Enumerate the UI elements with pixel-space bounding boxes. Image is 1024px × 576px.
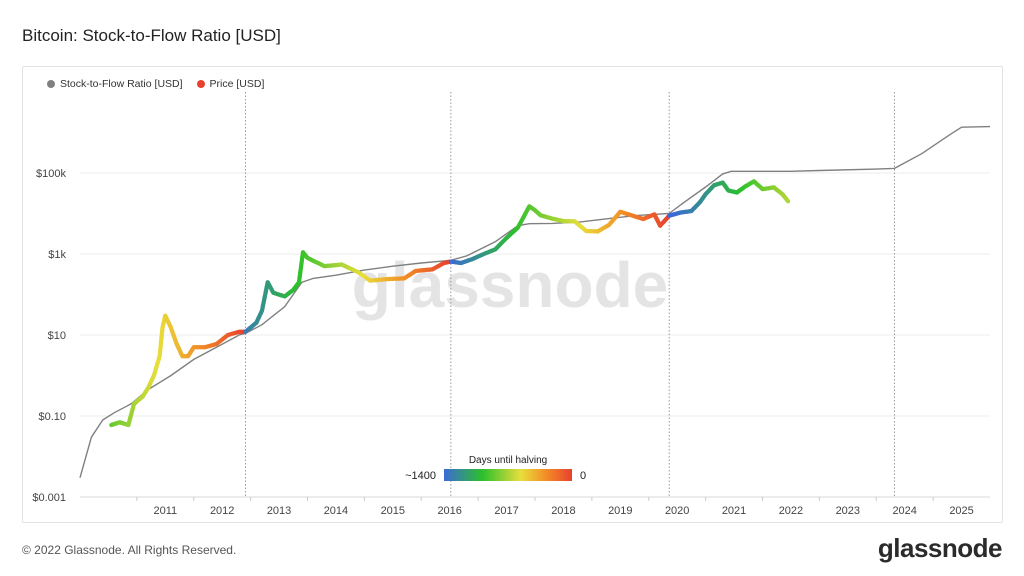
x-tick-label: 2016 bbox=[437, 505, 461, 517]
colorbar-left-label: ~1400 bbox=[405, 470, 436, 482]
stock-to-flow-line bbox=[79, 125, 991, 478]
colorbar-gradient bbox=[444, 469, 572, 481]
legend-item-price[interactable]: Price [USD] bbox=[196, 78, 265, 90]
legend-item-sf[interactable]: Stock-to-Flow Ratio [USD] bbox=[47, 78, 183, 90]
footer-copyright: © 2022 Glassnode. All Rights Reserved. bbox=[22, 543, 237, 557]
colorbar-title: Days until halving bbox=[469, 455, 547, 466]
x-tick-label: 2014 bbox=[324, 505, 348, 517]
footer-logo[interactable]: glassnode bbox=[877, 533, 1003, 563]
x-tick-label: 2019 bbox=[608, 505, 632, 517]
y-tick-label: $100k bbox=[36, 168, 66, 180]
y-tick-label: $0.001 bbox=[32, 492, 66, 504]
x-tick-label: 2017 bbox=[494, 505, 518, 517]
page-title: Bitcoin: Stock-to-Flow Ratio [USD] bbox=[22, 26, 281, 45]
x-tick-label: 2012 bbox=[210, 505, 234, 517]
chart-legend: Stock-to-Flow Ratio [USD] Price [USD] bbox=[47, 78, 264, 90]
x-tick-label: 2013 bbox=[267, 505, 291, 517]
legend-price-dot bbox=[196, 80, 205, 88]
x-tick-label: 2011 bbox=[153, 505, 177, 517]
legend-sf-label: Stock-to-Flow Ratio [USD] bbox=[60, 78, 183, 90]
legend-sf-dot bbox=[47, 80, 55, 88]
x-tick-label: 2023 bbox=[836, 505, 860, 517]
x-tick-label: 2021 bbox=[722, 505, 746, 517]
colorbar-right-label: 0 bbox=[580, 470, 586, 482]
y-tick-label: $10 bbox=[48, 330, 66, 342]
x-tick-label: 2018 bbox=[551, 505, 575, 517]
price-segment bbox=[784, 198, 791, 204]
series-layer bbox=[79, 125, 991, 478]
legend-price-label: Price [USD] bbox=[209, 78, 265, 90]
x-tick-label: 2025 bbox=[949, 505, 973, 517]
x-tick-label: 2015 bbox=[381, 505, 405, 517]
chart-frame: Stock-to-Flow Ratio [USD] Price [USD] bbox=[22, 66, 1003, 523]
colorbar: Days until halving ~1400 0 bbox=[405, 455, 586, 482]
x-tick-label: 2022 bbox=[779, 505, 803, 517]
y-tick-label: $0.10 bbox=[38, 411, 66, 423]
grid-layer bbox=[80, 172, 990, 498]
watermark: glassnode bbox=[352, 249, 669, 321]
halving-layer bbox=[245, 92, 895, 497]
x-tick-label: 2024 bbox=[892, 505, 916, 517]
x-tick-label: 2020 bbox=[665, 505, 689, 517]
y-tick-label: $1k bbox=[48, 249, 66, 261]
axis-layer: $0.001 $0.10 $10 $1k $100k 2011 2012 2013 2014 20… bbox=[32, 168, 990, 517]
